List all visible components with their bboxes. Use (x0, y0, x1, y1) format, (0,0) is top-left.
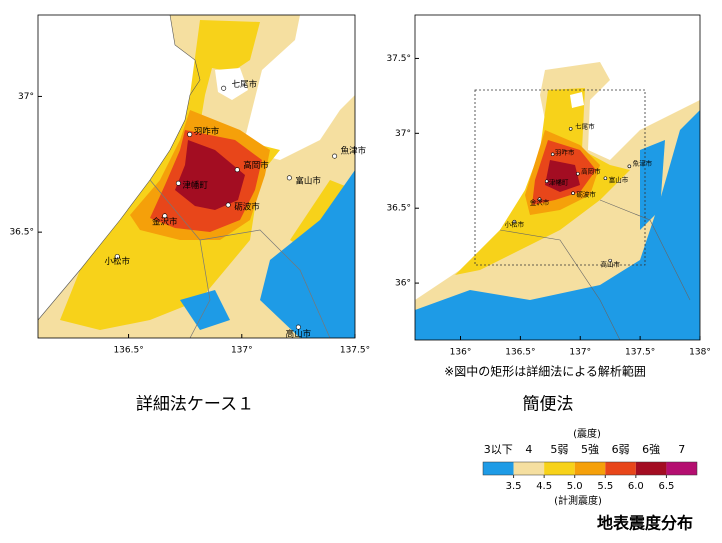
city-dot (234, 167, 240, 173)
y-tick-label: 36.5° (386, 204, 411, 214)
y-tick-label: 37° (395, 129, 411, 139)
x-tick-label: 136.5° (505, 348, 535, 358)
legend-boundary-label: 3.5 (506, 481, 522, 492)
city-label: 高岡市 (243, 160, 269, 171)
city-label: 羽咋市 (555, 148, 575, 157)
left-caption: 詳細法ケース１ (136, 395, 254, 415)
legend-boundary-label: 5.0 (567, 481, 583, 492)
x-tick-label: 137° (569, 348, 591, 358)
city-dot (332, 153, 338, 159)
legend-boundary-label: 6.0 (628, 481, 644, 492)
city-dot (162, 213, 168, 219)
legend-class: 6弱 (612, 443, 630, 456)
legend-swatch (635, 462, 667, 475)
figure-title: 地表震度分布 (597, 514, 693, 533)
y-tick-label: 37° (18, 92, 34, 102)
city-dot (568, 127, 573, 131)
legend-swatch (544, 462, 575, 475)
y-tick-label: 37.5° (386, 54, 411, 64)
city-dot (295, 324, 301, 330)
right-caption: 簡便法 (523, 395, 574, 415)
city-label: 高山市 (600, 259, 620, 268)
right-frame (414, 14, 701, 341)
city-dot (114, 254, 120, 260)
city-label: 砺波市 (234, 202, 260, 213)
city-dot (512, 219, 517, 224)
city-label: 津幡町 (182, 180, 208, 191)
city-dot (225, 202, 231, 208)
legend-class: 7 (678, 443, 685, 456)
city-label: 羽咋市 (194, 126, 220, 137)
city-dot (576, 171, 580, 176)
city-dot (550, 152, 555, 157)
note: ※図中の矩形は詳細法による解析範囲 (444, 364, 646, 379)
left-map (38, 15, 355, 338)
legend-class: 5強 (581, 443, 599, 456)
city-dot (544, 179, 549, 184)
city-dot (221, 85, 227, 91)
y-tick-label: 36° (395, 279, 411, 289)
left-frame (37, 14, 356, 339)
city-dot (603, 176, 608, 181)
analysis-extent (474, 89, 646, 266)
legend-swatch (483, 462, 514, 475)
city-label: 金沢市 (152, 216, 178, 227)
city-dot (286, 175, 292, 181)
right-map (415, 15, 700, 340)
city-dot (571, 191, 575, 196)
legend-title: (震度) (573, 427, 601, 440)
x-tick-label: 137° (231, 346, 253, 356)
city-label: 魚津市 (341, 146, 367, 157)
city-dot (608, 258, 612, 263)
x-tick-label: 137.5° (625, 348, 655, 358)
city-dot (187, 131, 193, 137)
legend-swatch (605, 462, 636, 475)
city-label: 七尾市 (575, 122, 595, 131)
city-dot (627, 164, 632, 169)
city-dot (537, 197, 542, 202)
legend-class: 5弱 (550, 443, 568, 456)
city-label: 小松市 (505, 219, 525, 228)
city-label: 富山市 (609, 175, 629, 184)
city-label: 富山市 (295, 175, 321, 186)
y-tick-label: 36.5° (9, 228, 34, 238)
legend-swatch (574, 462, 606, 475)
legend-swatch (513, 462, 545, 475)
city-label: 七尾市 (232, 79, 258, 90)
x-tick-label: 137.5° (340, 346, 370, 356)
x-tick-label: 136° (450, 348, 472, 358)
legend-subtitle: (計測震度) (554, 494, 602, 507)
legend-boundary-label: 4.5 (536, 481, 552, 492)
legend-class: 3以下 (484, 443, 513, 456)
city-dot (175, 180, 181, 186)
legend-frame (482, 461, 698, 476)
city-label: 魚津市 (633, 159, 653, 168)
legend-class: 6強 (642, 443, 660, 456)
city-label: 津幡町 (549, 177, 569, 186)
legend-boundary-label: 6.5 (658, 481, 674, 492)
city-label: 小松市 (104, 256, 130, 267)
x-tick-label: 136.5° (113, 346, 143, 356)
city-label: 高山市 (286, 329, 312, 340)
city-label: 高岡市 (581, 167, 601, 176)
city-label: 砺波市 (576, 189, 596, 198)
city-label: 金沢市 (530, 198, 550, 207)
generated: 136.5° 137° 137.5° 37° 36.5° 136° 136.5° 137° 13… (9, 54, 710, 492)
x-tick-label: 138° (689, 348, 711, 358)
legend-swatch (666, 462, 697, 475)
legend-class: 4 (525, 443, 532, 456)
legend-boundary-label: 5.5 (597, 481, 613, 492)
